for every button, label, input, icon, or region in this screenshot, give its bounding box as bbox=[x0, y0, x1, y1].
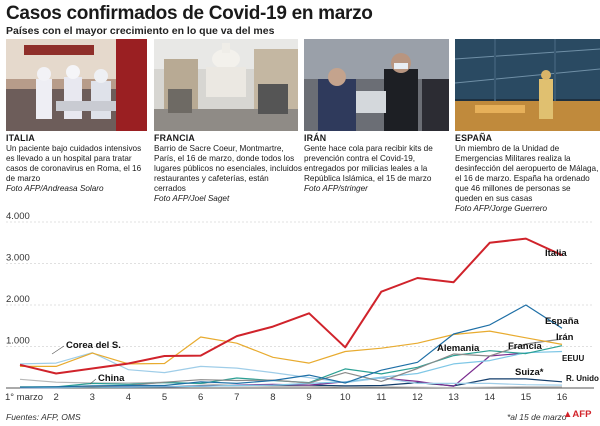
caption-country: FRANCIA bbox=[154, 133, 195, 143]
x-tick-label: 10 bbox=[340, 392, 351, 403]
photo-iran bbox=[304, 39, 449, 131]
line-chart: 1.000 2.000 3.000 4.000 1° marzo 2 3 4 5 6 7 8 9 10 11… bbox=[5, 211, 599, 403]
series-label: EEUU bbox=[562, 354, 584, 363]
sources-note: Fuentes: AFP, OMS bbox=[6, 412, 81, 422]
caption-iran: IRÁN Gente hace cola para recibir kits d… bbox=[304, 133, 450, 194]
caption-credit: Foto AFP/Andreasa Solaro bbox=[6, 184, 104, 193]
series-line-eeuu bbox=[20, 350, 563, 389]
x-tick-label: 12 bbox=[412, 392, 423, 403]
leader-line bbox=[51, 345, 65, 355]
x-tick-label: 2 bbox=[53, 392, 58, 403]
x-tick-label: 6 bbox=[198, 392, 203, 403]
x-tick-label: 15 bbox=[521, 392, 532, 403]
afp-logo: ▲AFP bbox=[563, 409, 592, 420]
caption-country: ESPAÑA bbox=[455, 133, 493, 143]
photo-strip bbox=[6, 39, 600, 131]
caption-text: Un miembro de la Unidad de Emergencias M… bbox=[455, 144, 599, 203]
chart-subtitle: Países con el mayor crecimiento en lo qu… bbox=[6, 25, 275, 37]
chart-title: Casos confirmados de Covid-19 en marzo bbox=[6, 3, 373, 24]
x-tick-label: 8 bbox=[270, 392, 275, 403]
x-tick-label: 16 bbox=[557, 392, 568, 403]
x-tick-label: 9 bbox=[306, 392, 311, 403]
x-tick-label: 3 bbox=[90, 392, 95, 403]
series-line-china bbox=[19, 378, 562, 389]
caption-country: IRÁN bbox=[304, 133, 327, 143]
caption-credit: Foto AFP/Jorge Guerrero bbox=[455, 204, 548, 213]
caption-credit: Foto AFP/Joel Saget bbox=[154, 194, 230, 203]
x-tick-label: 4 bbox=[126, 392, 131, 403]
photo-italia bbox=[6, 39, 147, 131]
caption-text: Un paciente bajo cuidados intensivos es … bbox=[6, 144, 142, 183]
y-tick-label: 1.000 bbox=[6, 336, 30, 347]
series-label: China bbox=[98, 373, 125, 384]
series-label: Italia bbox=[545, 248, 567, 259]
series-label: Francia bbox=[508, 341, 543, 352]
series-label: Suiza* bbox=[515, 367, 544, 378]
series-line-ir-n bbox=[20, 330, 563, 367]
caption-text: Barrio de Sacre Coeur, Montmartre, París… bbox=[154, 144, 302, 193]
series-line-italia bbox=[19, 237, 563, 375]
x-tick-label: 13 bbox=[448, 392, 459, 403]
caption-text: Gente hace cola para recibir kits de pre… bbox=[304, 144, 433, 183]
photo-captions: ITALIA Un paciente bajo cuidados intensi… bbox=[6, 133, 600, 225]
series-label: R. Unido bbox=[566, 374, 599, 383]
caption-francia: FRANCIA Barrio de Sacre Coeur, Montmartr… bbox=[154, 133, 302, 204]
series-line-corea-del-s- bbox=[19, 352, 563, 386]
y-tick-label: 4.000 bbox=[6, 211, 30, 222]
photo-espana bbox=[455, 39, 600, 131]
x-tick-label: 7 bbox=[234, 392, 239, 403]
leader-line bbox=[89, 378, 97, 385]
x-tick-label: 14 bbox=[484, 392, 495, 403]
caption-espana: ESPAÑA Un miembro de la Unidad de Emerge… bbox=[455, 133, 600, 214]
series-label: Corea del S. bbox=[66, 340, 121, 351]
x-tick-label: 1° marzo bbox=[5, 392, 43, 403]
x-tick-label: 11 bbox=[376, 392, 386, 403]
footnote: *al 15 de marzo bbox=[507, 412, 567, 422]
afp-logo-text: AFP bbox=[572, 409, 592, 420]
x-tick-label: 5 bbox=[162, 392, 167, 403]
caption-credit: Foto AFP/stringer bbox=[304, 184, 368, 193]
series-label: Alemania bbox=[437, 343, 480, 354]
y-tick-label: 2.000 bbox=[6, 294, 30, 305]
series-line-espa-a bbox=[19, 304, 563, 388]
y-tick-label: 3.000 bbox=[6, 253, 30, 264]
photo-francia bbox=[154, 39, 298, 131]
caption-country: ITALIA bbox=[6, 133, 35, 143]
series-label: España bbox=[545, 316, 580, 327]
caption-italia: ITALIA Un paciente bajo cuidados intensi… bbox=[6, 133, 151, 194]
series-label: Irán bbox=[556, 332, 574, 343]
